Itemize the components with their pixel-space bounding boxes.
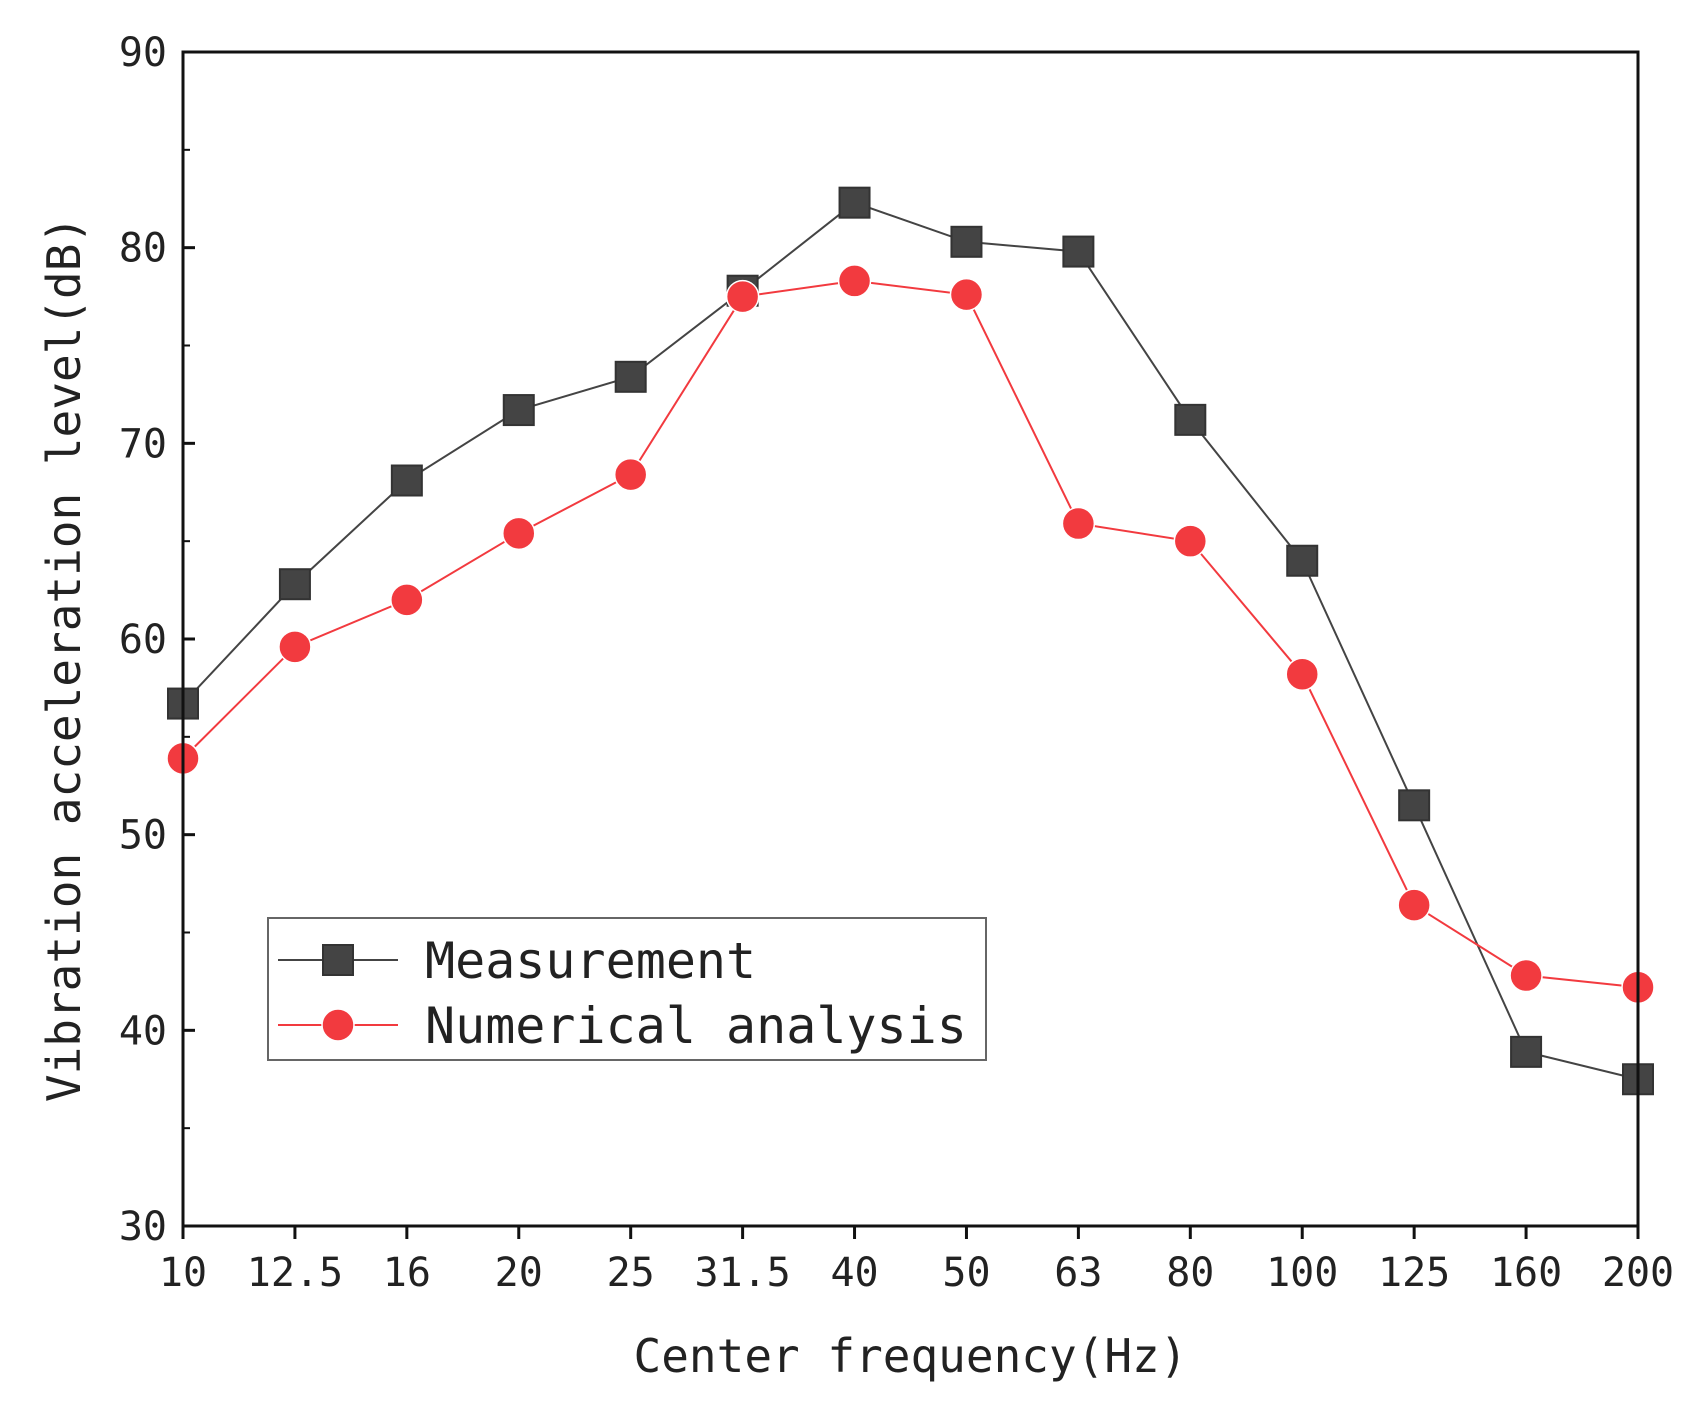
- y-tick-label: 50: [119, 813, 167, 859]
- x-tick-label: 125: [1378, 1250, 1450, 1296]
- numerical-point: [1397, 888, 1431, 922]
- numerical-point: [390, 583, 424, 617]
- measurement-point: [838, 186, 871, 219]
- legend-numerical-label: Numerical analysis: [425, 997, 967, 1055]
- series-layer: [166, 186, 1655, 1096]
- x-tick-label: 63: [1054, 1250, 1102, 1296]
- measurement-point: [1398, 789, 1431, 822]
- y-tick-label: 70: [119, 421, 167, 467]
- y-tick-label: 30: [119, 1204, 167, 1250]
- x-tick-label: 100: [1266, 1250, 1338, 1296]
- measurement-point: [950, 225, 983, 258]
- axis-ticks: [181, 50, 1640, 1239]
- tick-labels: 30 40 50 60 70 80 90 10 12.5 16 20 25 31.5 40 50 63 80 10…: [119, 30, 1674, 1296]
- numerical-point: [1173, 524, 1208, 558]
- x-axis-title: Center frequency(Hz): [634, 1329, 1188, 1383]
- y-tick-label: 80: [119, 226, 167, 272]
- legend-measurement-marker: [322, 944, 354, 976]
- numerical-point: [1285, 657, 1319, 691]
- legend: Measurement Numerical analysis: [267, 917, 987, 1061]
- measurement-point: [1174, 403, 1207, 436]
- x-tick-label: 80: [1166, 1250, 1214, 1296]
- numerical-point: [502, 516, 536, 551]
- numerical-point: [837, 264, 872, 298]
- y-tick-label: 60: [119, 617, 167, 663]
- x-tick-label: 16: [383, 1250, 431, 1296]
- y-tick-label: 40: [119, 1008, 167, 1054]
- numerical-point: [278, 630, 312, 664]
- measurement-point: [1286, 544, 1319, 577]
- x-tick-label: 10: [159, 1250, 207, 1296]
- numerical-line: [182, 279, 1639, 989]
- measurement-point: [1510, 1035, 1543, 1068]
- x-tick-label: 12.5: [247, 1250, 343, 1296]
- y-axis-title: Vibration acceleration level(dB): [37, 216, 91, 1102]
- x-tick-label: 31.5: [694, 1250, 790, 1296]
- legend-box: [267, 917, 987, 1061]
- measurement-line: [182, 201, 1639, 1081]
- legend-numerical-marker: [321, 1008, 355, 1042]
- numerical-point: [1061, 506, 1096, 541]
- measurement-point: [278, 568, 311, 601]
- measurement-point: [502, 394, 535, 427]
- legend-measurement-label: Measurement: [425, 932, 756, 990]
- x-tick-label: 160: [1490, 1250, 1562, 1296]
- plot-frame: [181, 50, 1640, 1228]
- x-tick-label: 25: [607, 1250, 655, 1296]
- numerical-point: [949, 277, 984, 312]
- x-tick-label: 200: [1602, 1250, 1674, 1296]
- measurement-point: [614, 360, 647, 393]
- measurement-point: [1062, 235, 1095, 268]
- x-tick-label: 20: [495, 1250, 543, 1296]
- x-tick-label: 50: [942, 1250, 990, 1296]
- numerical-point: [725, 279, 760, 314]
- numerical-point: [1509, 958, 1543, 993]
- x-tick-label: 40: [830, 1250, 878, 1296]
- numerical-point: [613, 457, 648, 492]
- y-tick-label: 90: [119, 30, 167, 76]
- measurement-point: [390, 464, 423, 497]
